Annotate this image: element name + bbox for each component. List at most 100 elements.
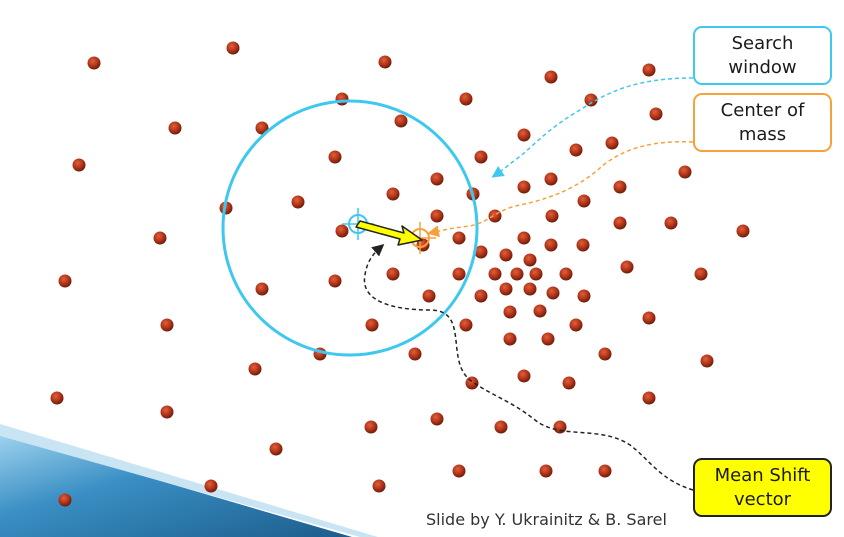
mean-shift-arrow [355, 220, 423, 246]
data-point [394, 114, 408, 128]
data-point [598, 347, 612, 361]
data-point [153, 231, 167, 245]
data-point [474, 289, 488, 303]
data-point [544, 172, 558, 186]
data-point [523, 282, 537, 296]
data-point [577, 289, 591, 303]
data-point [613, 216, 627, 230]
data-point [544, 238, 558, 252]
data-point [700, 354, 714, 368]
data-point [364, 420, 378, 434]
data-point [642, 311, 656, 325]
data-point [529, 267, 543, 281]
data-point [328, 150, 342, 164]
data-point [87, 56, 101, 70]
data-point [58, 274, 72, 288]
data-point [328, 274, 342, 288]
data-point [255, 121, 269, 135]
data-point [544, 70, 558, 84]
data-point [503, 332, 517, 346]
data-point [517, 369, 531, 383]
data-point [459, 92, 473, 106]
data-point [598, 464, 612, 478]
data-point [335, 92, 349, 106]
data-point [664, 216, 678, 230]
search-window-label-line1: Search [731, 33, 794, 54]
mean-shift-vector-label-line2: vector [733, 489, 792, 510]
data-point [408, 347, 422, 361]
data-point [269, 442, 283, 456]
center-of-mass-label-line1: Center of [720, 100, 805, 121]
slide-credit: Slide by Y. Ukrainitz & B. Sarel [426, 510, 667, 529]
data-point [422, 289, 436, 303]
data-point [545, 209, 559, 223]
corner-banner [0, 424, 378, 537]
data-point [335, 224, 349, 238]
data-point [160, 405, 174, 419]
data-point [620, 260, 634, 274]
data-point [576, 238, 590, 252]
data-point [577, 194, 591, 208]
data-point [642, 63, 656, 77]
data-point [430, 172, 444, 186]
data-points [50, 41, 750, 507]
center-of-mass-label-line2: mass [738, 124, 787, 145]
data-point [488, 209, 502, 223]
data-point [503, 305, 517, 319]
data-point [452, 267, 466, 281]
data-point [365, 318, 379, 332]
data-point [378, 55, 392, 69]
data-point [372, 479, 386, 493]
data-point [248, 362, 262, 376]
data-point [539, 464, 553, 478]
data-point [678, 165, 692, 179]
data-point [642, 391, 656, 405]
data-point [168, 121, 182, 135]
data-point [499, 282, 513, 296]
data-point [72, 158, 86, 172]
search-window-circle [221, 99, 479, 357]
data-point [569, 143, 583, 157]
data-point [255, 282, 269, 296]
data-point [559, 267, 573, 281]
data-point [569, 318, 583, 332]
data-point [226, 41, 240, 55]
mean-shift-leader [363, 244, 694, 491]
data-point [50, 391, 64, 405]
data-point [694, 267, 708, 281]
data-point [386, 187, 400, 201]
data-point [204, 479, 218, 493]
data-point [517, 231, 531, 245]
center-of-mass-leader [427, 140, 694, 238]
search-window-label: Search window [693, 26, 832, 85]
mean-shift-vector-label-line1: Mean Shift [714, 465, 811, 486]
search-window-leader [491, 77, 694, 178]
data-point [430, 209, 444, 223]
data-point [649, 107, 663, 121]
data-point [562, 376, 576, 390]
data-point [488, 267, 502, 281]
data-point [546, 286, 560, 300]
search-window-label-line2: window [728, 57, 797, 78]
data-point [499, 248, 513, 262]
data-point [474, 150, 488, 164]
data-point [517, 128, 531, 142]
data-point [510, 267, 524, 281]
data-point [465, 376, 479, 390]
data-point [553, 420, 567, 434]
data-point [605, 136, 619, 150]
data-point [613, 180, 627, 194]
mean-shift-vector-label: Mean Shift vector [693, 458, 832, 517]
data-point [584, 93, 598, 107]
data-point [523, 253, 537, 267]
data-point [291, 195, 305, 209]
data-point [541, 332, 555, 346]
data-point [452, 231, 466, 245]
data-point [517, 180, 531, 194]
data-point [459, 318, 473, 332]
center-of-mass-label: Center of mass [693, 93, 832, 152]
data-point [736, 224, 750, 238]
data-point [160, 318, 174, 332]
data-point [430, 412, 444, 426]
